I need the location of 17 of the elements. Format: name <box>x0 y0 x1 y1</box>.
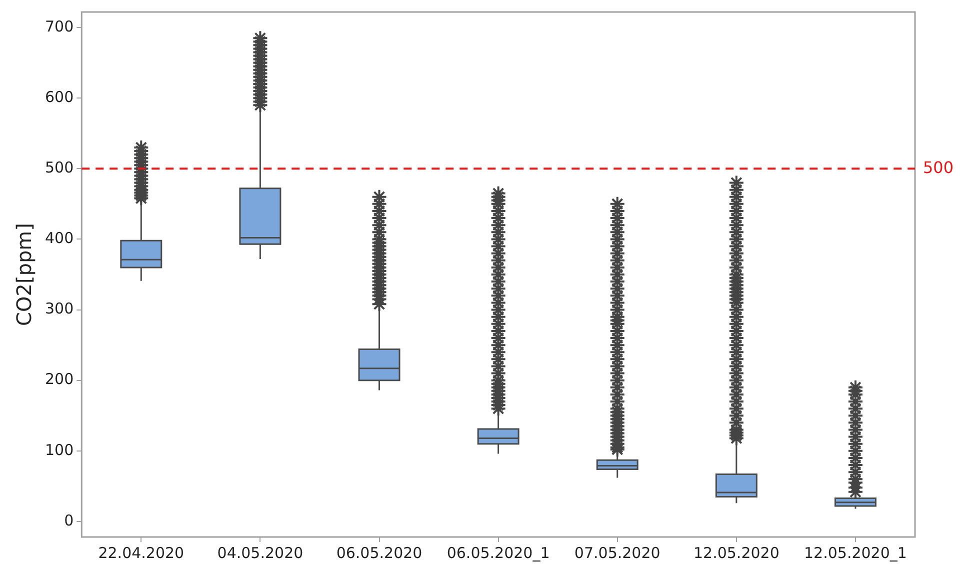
y-tick-label: 700 <box>44 17 74 36</box>
y-tick-label: 100 <box>44 440 74 459</box>
y-tick-label: 200 <box>44 370 74 388</box>
x-tick-label: 07.05.2020 <box>574 544 660 562</box>
x-tick-label: 06.05.2020_1 <box>446 544 550 562</box>
y-tick-label: 400 <box>44 229 74 248</box>
y-tick-label: 0 <box>64 511 74 530</box>
x-tick-label: 12.05.2020_1 <box>804 544 907 562</box>
x-tick-label: 22.04.2020 <box>98 544 184 562</box>
x-tick-label: 12.05.2020 <box>693 544 780 562</box>
y-tick-label: 500 <box>44 158 74 177</box>
x-tick-label: 04.05.2020 <box>217 544 304 562</box>
y-tick-label: 300 <box>44 300 74 318</box>
y-axis-title: CO2[ppm] <box>12 223 36 326</box>
x-tick-label: 06.05.2020 <box>336 544 422 562</box>
y-tick-label: 600 <box>44 88 74 106</box>
ref-line-label: 500 <box>923 158 954 177</box>
